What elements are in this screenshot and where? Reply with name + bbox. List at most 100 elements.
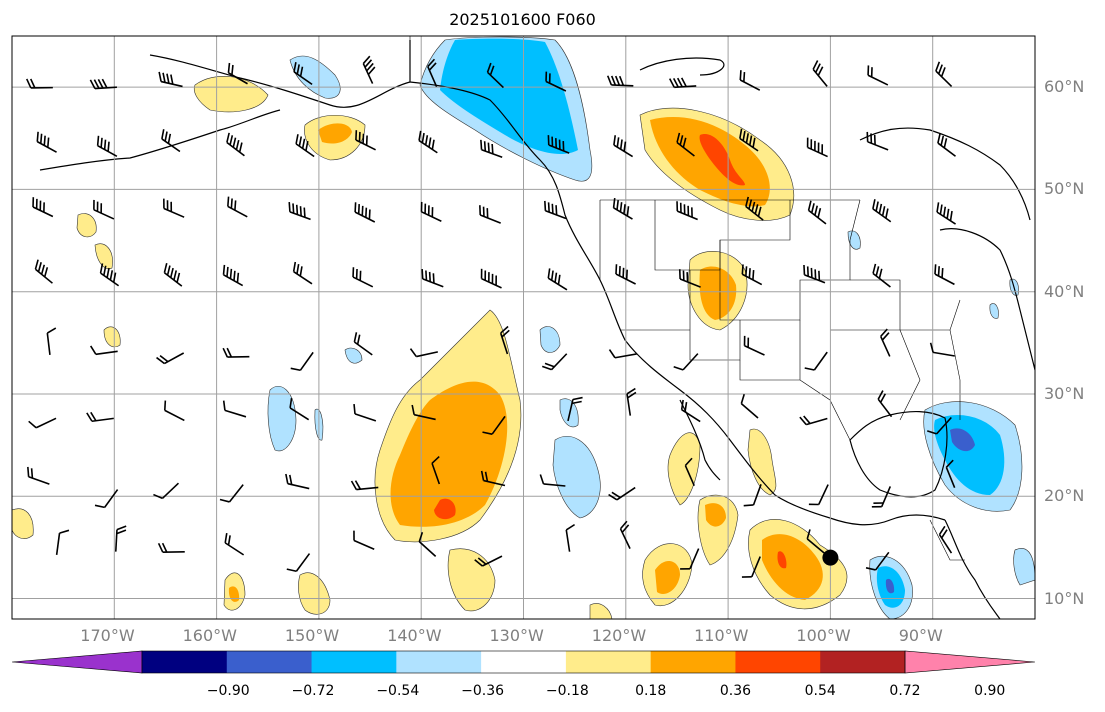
- wind-barb: [114, 525, 127, 552]
- wind-barb: [626, 387, 637, 416]
- longitude-label: 110°W: [694, 626, 749, 645]
- positive-anomaly-contours: [12, 75, 848, 619]
- wind-barb: [865, 551, 890, 571]
- wind-barb: [544, 200, 567, 220]
- wind-barb: [613, 135, 634, 158]
- wind-barb: [615, 264, 636, 285]
- wind-barb: [86, 411, 114, 423]
- wind-barb: [567, 396, 583, 422]
- map-frame: [11, 35, 1036, 620]
- wind-barb: [936, 202, 956, 225]
- longitude-label: 160°W: [182, 626, 237, 645]
- wind-barb: [163, 400, 185, 422]
- colorbar-tick-label: 0.72: [889, 683, 921, 699]
- wind-barb: [292, 261, 313, 285]
- wind-barb: [427, 58, 438, 88]
- wind-barb: [807, 200, 827, 225]
- wind-barb: [222, 400, 247, 418]
- wind-barb: [352, 267, 374, 288]
- wind-barb: [420, 201, 442, 222]
- wind-barb: [295, 134, 315, 158]
- wind-barb: [480, 139, 503, 159]
- wind-barb: [224, 533, 245, 556]
- wind-barb: [27, 466, 50, 485]
- wind-barb: [739, 70, 761, 91]
- wind-barb: [808, 484, 829, 506]
- wind-barb: [499, 325, 510, 355]
- colorbar-segment: [820, 651, 906, 673]
- colorbar-segment: [311, 651, 397, 673]
- wind-barb: [479, 205, 501, 224]
- wind-barb: [676, 201, 698, 221]
- wind-barb: [877, 390, 893, 418]
- wind-barb: [227, 62, 248, 85]
- wind-barb: [486, 62, 504, 89]
- wind-barb: [36, 131, 57, 153]
- wind-barb: [680, 548, 700, 570]
- wind-barb: [163, 198, 185, 218]
- wind-barb: [99, 263, 120, 287]
- colorbar-segment: [650, 651, 736, 673]
- wind-barb: [157, 542, 185, 554]
- wind-barb: [612, 197, 633, 220]
- wind-barb: [945, 459, 956, 488]
- gridlines: [12, 36, 1035, 619]
- wind-barb: [290, 351, 314, 372]
- wind-barb: [353, 332, 373, 356]
- wind-barb: [288, 201, 311, 221]
- wind-barb: [619, 520, 631, 549]
- longitude-label: 130°W: [489, 626, 544, 645]
- wind-barb: [608, 349, 637, 359]
- longitude-label: 170°W: [80, 626, 135, 645]
- latitude-label: 60°N: [1044, 77, 1085, 97]
- wind-barb: [227, 196, 248, 218]
- wind-barb: [872, 199, 892, 223]
- negative-anomaly-contours: [267, 36, 1035, 619]
- wind-barb: [286, 553, 311, 573]
- wind-barb: [929, 342, 955, 357]
- wind-barb: [480, 470, 506, 487]
- colorbar-tick-label: 0.90: [974, 683, 1006, 699]
- wind-barb: [804, 351, 828, 371]
- wind-barb: [745, 196, 764, 221]
- colorbar-segment: [481, 651, 567, 673]
- wind-barb: [740, 393, 759, 419]
- wind-barb: [741, 264, 763, 286]
- wind-barb: [668, 77, 697, 89]
- wind-barb: [32, 197, 54, 218]
- wind-barb: [680, 399, 701, 423]
- wind-barb: [673, 353, 699, 371]
- wind-barb: [739, 128, 759, 152]
- wind-barb: [938, 525, 953, 554]
- wind-barb: [355, 130, 376, 151]
- wind-barb: [743, 335, 765, 356]
- wind-barb: [678, 269, 701, 288]
- wind-barb: [25, 78, 53, 89]
- colorbar-segment: [226, 651, 313, 673]
- wind-barb: [606, 75, 634, 87]
- wind-barb: [89, 78, 117, 90]
- wind-barb: [480, 268, 502, 289]
- wind-barb: [872, 263, 891, 288]
- wind-barb: [285, 473, 310, 490]
- wind-barb: [482, 415, 506, 435]
- wind-barb: [96, 135, 118, 158]
- political-borders: [409, 36, 965, 561]
- longitude-label: 140°W: [387, 626, 442, 645]
- wind-barb: [867, 65, 889, 86]
- wind-barb: [94, 489, 119, 509]
- longitude-label: 120°W: [591, 626, 647, 645]
- longitude-label: 150°W: [284, 626, 340, 645]
- colorbar-segment: [396, 651, 482, 673]
- map-title: 2025101600 F060: [449, 10, 596, 29]
- wind-barb: [353, 530, 375, 550]
- wind-barb: [289, 398, 310, 421]
- colorbar-tick-label: 0.18: [635, 683, 667, 699]
- wind-barb: [676, 132, 695, 157]
- wind-barbs: [25, 55, 956, 578]
- wind-barb: [409, 348, 438, 358]
- wind-barb: [547, 268, 568, 291]
- colorbar-segment: [142, 651, 228, 673]
- wind-barb: [741, 556, 761, 578]
- wind-barb: [362, 55, 376, 84]
